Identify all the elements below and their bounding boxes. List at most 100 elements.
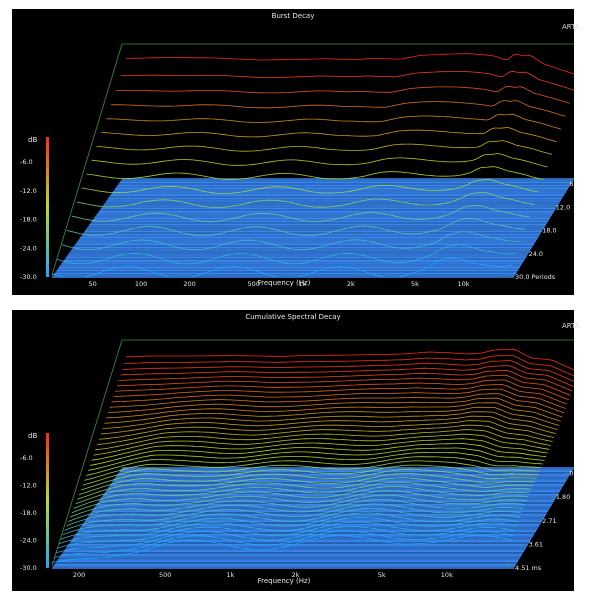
decay-slice-line: [71, 485, 530, 514]
decay-slice-line: [111, 388, 566, 409]
decay-slice-line: [64, 503, 524, 531]
decay-slice-line: [51, 257, 513, 278]
decay-slice-line: [113, 384, 568, 405]
x-tick-label: 500: [159, 571, 171, 579]
decay-slice-line: [106, 402, 561, 422]
decay-slice-line: [109, 393, 565, 414]
decay-slice-line: [81, 179, 539, 195]
z-tick-label: 2.71: [542, 517, 556, 525]
decay-slice-line: [88, 447, 545, 471]
y-axis-label: dB: [28, 136, 37, 144]
decay-slice-line: [106, 113, 561, 130]
decay-slice-line: [104, 406, 560, 426]
decay-slice-line: [78, 468, 537, 495]
decay-slice-line: [121, 70, 574, 91]
decay-slice-line: [91, 153, 548, 168]
decay-slice-line: [68, 494, 527, 522]
x-tick-label: 1k: [298, 280, 306, 288]
decay-slice-line: [89, 442, 547, 466]
x-tick-label: 2k: [292, 571, 300, 579]
z-tick-label: 3.61: [529, 540, 543, 548]
z-tick-label: 30.0 Periods: [515, 273, 556, 281]
x-tick-label: 5k: [411, 280, 419, 288]
z-tick-label: 4.51 ms: [515, 564, 542, 572]
z-tick-label: 0.90: [569, 470, 574, 478]
frame-left: [51, 339, 123, 567]
x-tick-label: 200: [73, 571, 85, 579]
x-tick-label: 100: [135, 280, 147, 288]
decay-slice-line: [60, 512, 521, 540]
y-tick-label: -12.0: [20, 482, 37, 490]
decay-slice-line: [116, 374, 571, 396]
x-axis-label: Frequency (Hz): [257, 279, 311, 287]
x-tick-label: 2k: [347, 280, 355, 288]
decay-slice-line: [91, 438, 548, 461]
decay-slice-line: [61, 231, 521, 251]
x-tick-label: 50: [88, 280, 96, 288]
decay-slice-line: [66, 218, 526, 237]
csd-chart: Cumulative Spectral Decay ARTA dB -6.0 -12…: [12, 310, 580, 591]
z-tick-label: 12.0: [556, 203, 570, 211]
y-axis-label: dB: [28, 432, 37, 440]
decay-slice-line: [62, 508, 522, 536]
decay-slice-line: [82, 460, 540, 486]
decay-slice-line: [66, 499, 526, 527]
decay-slice-line: [80, 464, 539, 491]
burst-decay-chart: Burst Decay ARTA dB -6.0 -12.0 -18.0 -24.0 -3…: [12, 9, 580, 295]
y-tick-label: -30.0: [20, 273, 37, 281]
decay-slice-line: [95, 429, 552, 451]
decay-slice-line: [84, 456, 542, 481]
y-tick-label: -24.0: [20, 537, 37, 545]
decay-slice-line: [69, 490, 529, 518]
decay-slice-line: [59, 516, 519, 544]
decay-slice-line: [76, 192, 535, 209]
decay-slice-line: [71, 205, 530, 223]
frame-left: [51, 43, 123, 276]
x-tick-label: 5k: [378, 571, 386, 579]
burst-decay-plot: dB -6.0 -12.0 -18.0 -24.0 -30.0 50 100 200 500 1k 2…: [20, 43, 574, 288]
decay-slice-line: [77, 473, 535, 500]
decay-slice-line: [86, 452, 543, 476]
decay-slice-line: [100, 415, 556, 435]
decay-slice-line: [126, 53, 574, 75]
decay-slice-line: [53, 530, 514, 559]
y-tick-label: -24.0: [20, 244, 37, 252]
decay-slice-line: [93, 433, 550, 456]
decay-slice-line: [124, 354, 574, 377]
x-tick-label: 1k: [226, 571, 234, 579]
decay-slice-line: [51, 534, 513, 563]
y-tick-label: -12.0: [20, 187, 37, 195]
z-tick-label: 1.80: [556, 493, 570, 501]
decay-slice-line: [86, 166, 544, 180]
y-tick-label: -18.0: [20, 216, 37, 224]
decay-slice-line: [73, 481, 532, 509]
db-color-bar: [46, 433, 49, 568]
decay-slice-line: [97, 424, 553, 445]
y-tick-label: -6.0: [20, 158, 33, 166]
decay-slice-line: [98, 420, 555, 440]
chart-title: Cumulative Spectral Decay: [245, 313, 341, 321]
decay-slice-line: [57, 521, 517, 549]
x-tick-label: 10k: [441, 571, 453, 579]
y-tick-label: -6.0: [20, 454, 33, 462]
decay-slice-line: [107, 397, 563, 418]
x-tick-label: 200: [183, 280, 195, 288]
x-tick-label: 500: [248, 280, 260, 288]
decay-slice-line: [116, 85, 570, 104]
csd-plot: dB -6.0 -12.0 -18.0 -24.0 -30.0 200 500 1k 2k 5k 10…: [20, 339, 574, 579]
z-tick-label: 18.0: [542, 227, 556, 235]
frame-back: [122, 43, 574, 45]
decay-slice-line: [75, 477, 534, 505]
decay-slice-line: [55, 525, 516, 554]
decay-slice-line: [111, 100, 566, 117]
y-tick-label: -30.0: [20, 564, 37, 572]
decay-slice-line: [122, 360, 574, 382]
decay-slice-line: [120, 365, 574, 387]
z-tick-label: 6.0: [569, 180, 574, 188]
x-axis-label: Frequency (Hz): [257, 577, 311, 585]
chart-title: Burst Decay: [271, 12, 315, 20]
x-tick-label: 10k: [457, 280, 469, 288]
decay-slice-line: [102, 411, 558, 430]
y-tick-label: -18.0: [20, 509, 37, 517]
decay-slice-line: [118, 369, 573, 392]
